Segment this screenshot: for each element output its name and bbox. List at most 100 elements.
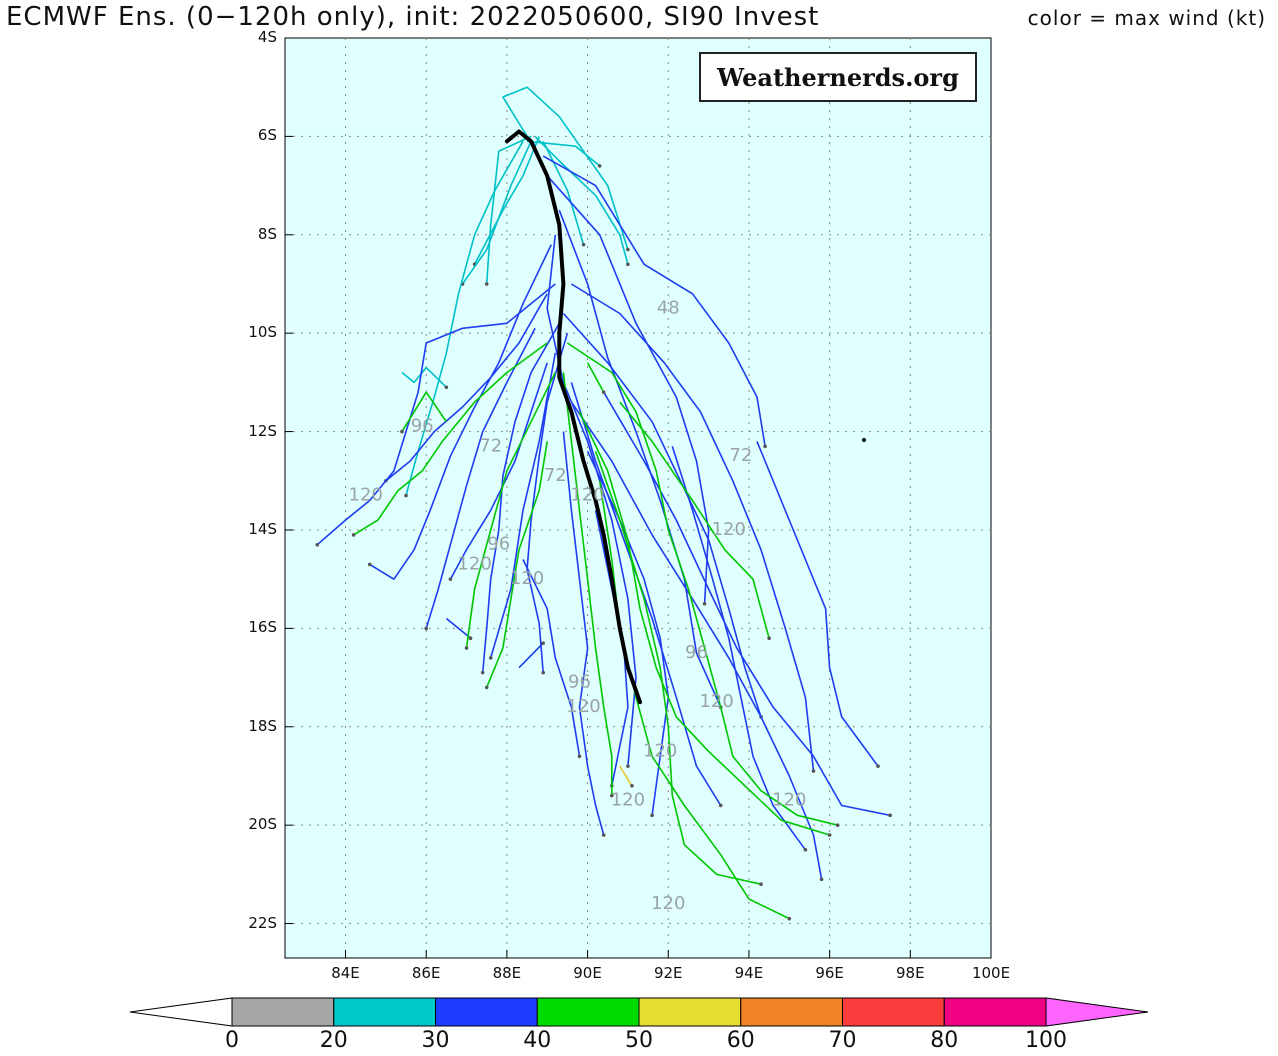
forecast-hour-label: 120 bbox=[643, 740, 677, 761]
forecast-hour-label: 120 bbox=[611, 789, 645, 810]
ensemble-mean-track bbox=[504, 129, 642, 705]
member-track-blue bbox=[369, 244, 553, 581]
watermark-box: Weathernerds.org bbox=[699, 52, 977, 102]
colorbar-tick-label: 30 bbox=[421, 1028, 450, 1053]
track-endpoint bbox=[484, 282, 489, 286]
lon-label: 84E bbox=[331, 964, 360, 982]
lon-label: 88E bbox=[492, 964, 522, 982]
track-endpoint bbox=[464, 646, 469, 650]
colorbar-tick-label: 80 bbox=[930, 1028, 959, 1053]
lat-label: 16S bbox=[248, 618, 277, 637]
lon-label: 90E bbox=[573, 964, 602, 982]
track-endpoint bbox=[630, 784, 634, 788]
lat-label: 22S bbox=[248, 913, 277, 932]
track-endpoint bbox=[803, 847, 808, 852]
member-track-green bbox=[598, 480, 790, 920]
track-endpoint bbox=[702, 601, 707, 606]
track-endpoint bbox=[468, 636, 473, 641]
member-track-cyan bbox=[405, 140, 524, 496]
track-endpoint bbox=[601, 833, 606, 837]
lat-label: 14S bbox=[248, 519, 277, 538]
track-endpoint bbox=[787, 916, 792, 921]
member-track-blue bbox=[562, 431, 605, 836]
track-endpoint bbox=[315, 542, 320, 547]
track-endpoint bbox=[827, 833, 832, 837]
member-track-blue bbox=[526, 332, 569, 673]
track-endpoint bbox=[577, 754, 582, 759]
colorbar-tick-label: 50 bbox=[625, 1028, 653, 1053]
colorbar-segment bbox=[842, 997, 945, 1027]
lat-label: 18S bbox=[248, 716, 277, 735]
colorbar-tick-label: 40 bbox=[523, 1028, 552, 1053]
lat-label: 4S bbox=[257, 28, 277, 46]
track-endpoint bbox=[650, 813, 654, 818]
track-endpoint bbox=[819, 877, 824, 882]
chart-title: ECMWF Ens. (0−120h only), init: 20220506… bbox=[6, 2, 820, 32]
member-track-green bbox=[353, 342, 548, 536]
member-track-blue bbox=[570, 401, 823, 880]
track-endpoint bbox=[480, 670, 485, 675]
member-track-green bbox=[562, 372, 613, 796]
lon-label: 100E bbox=[971, 964, 1011, 982]
member-track-blue bbox=[518, 642, 544, 669]
track-endpoint bbox=[811, 769, 816, 773]
forecast-hour-label: 120 bbox=[712, 519, 746, 540]
colorbar-right-arrow bbox=[1045, 997, 1149, 1027]
forecast-hour-label: 48 bbox=[657, 298, 680, 319]
member-track-blue bbox=[542, 155, 766, 447]
track-endpoint bbox=[488, 656, 493, 660]
forecast-hour-label: 120 bbox=[570, 484, 604, 505]
legend-note: color = max wind (kt) bbox=[1027, 6, 1266, 30]
colorbar-segment bbox=[943, 997, 1047, 1027]
forecast-hour-label: 96 bbox=[487, 534, 510, 555]
track-endpoint bbox=[597, 164, 602, 168]
member-track-cyan bbox=[473, 136, 540, 265]
member-track-blue bbox=[546, 234, 637, 767]
lat-label: 8S bbox=[257, 224, 277, 243]
forecast-hour-label: 72 bbox=[479, 435, 502, 456]
forecast-hour-label: 120 bbox=[510, 568, 544, 589]
track-endpoint bbox=[626, 262, 630, 267]
lon-label: 92E bbox=[653, 964, 683, 982]
colorbar-segment bbox=[435, 997, 538, 1027]
lon-label: 86E bbox=[411, 964, 441, 982]
member-track-blue bbox=[445, 617, 472, 639]
member-track-cyan bbox=[534, 135, 629, 265]
member-track-green bbox=[401, 391, 448, 433]
map-plot-area bbox=[284, 37, 992, 959]
forecast-hour-label: 72 bbox=[544, 465, 567, 486]
track-endpoint bbox=[541, 641, 545, 645]
lon-label: 96E bbox=[815, 964, 844, 982]
colorbar-tick-label: 20 bbox=[319, 1028, 348, 1053]
colorbar-segment bbox=[333, 997, 436, 1027]
member-track-cyan bbox=[542, 140, 585, 245]
member-track-yellow bbox=[619, 765, 633, 787]
member-track-cyan bbox=[461, 140, 532, 285]
member-track-cyan bbox=[502, 86, 629, 250]
forecast-hour-label: 120 bbox=[349, 484, 383, 505]
member-track-blue bbox=[522, 559, 581, 757]
member-track-green bbox=[566, 342, 838, 826]
track-endpoint bbox=[626, 764, 630, 768]
track-endpoint bbox=[601, 390, 606, 395]
lat-label: 20S bbox=[248, 815, 277, 834]
member-track-green bbox=[594, 451, 762, 885]
track-endpoint bbox=[835, 823, 840, 827]
forecast-hour-label: 120 bbox=[566, 696, 600, 717]
track-endpoint bbox=[718, 803, 723, 808]
track-endpoint bbox=[767, 636, 771, 641]
colorbar-segment bbox=[231, 997, 335, 1027]
track-endpoint bbox=[400, 429, 404, 434]
lon-label: 94E bbox=[734, 964, 764, 982]
forecast-hour-label: 72 bbox=[729, 445, 752, 466]
member-track-blue bbox=[570, 283, 815, 772]
track-endpoint bbox=[609, 793, 614, 798]
track-endpoint bbox=[404, 493, 408, 498]
member-track-green bbox=[465, 372, 557, 649]
colorbar-left-arrow bbox=[129, 997, 233, 1027]
colorbar-tick-label: 70 bbox=[828, 1028, 857, 1053]
colorbar-segment bbox=[740, 997, 843, 1027]
lat-label: 6S bbox=[257, 126, 277, 145]
member-track-blue bbox=[316, 283, 556, 546]
